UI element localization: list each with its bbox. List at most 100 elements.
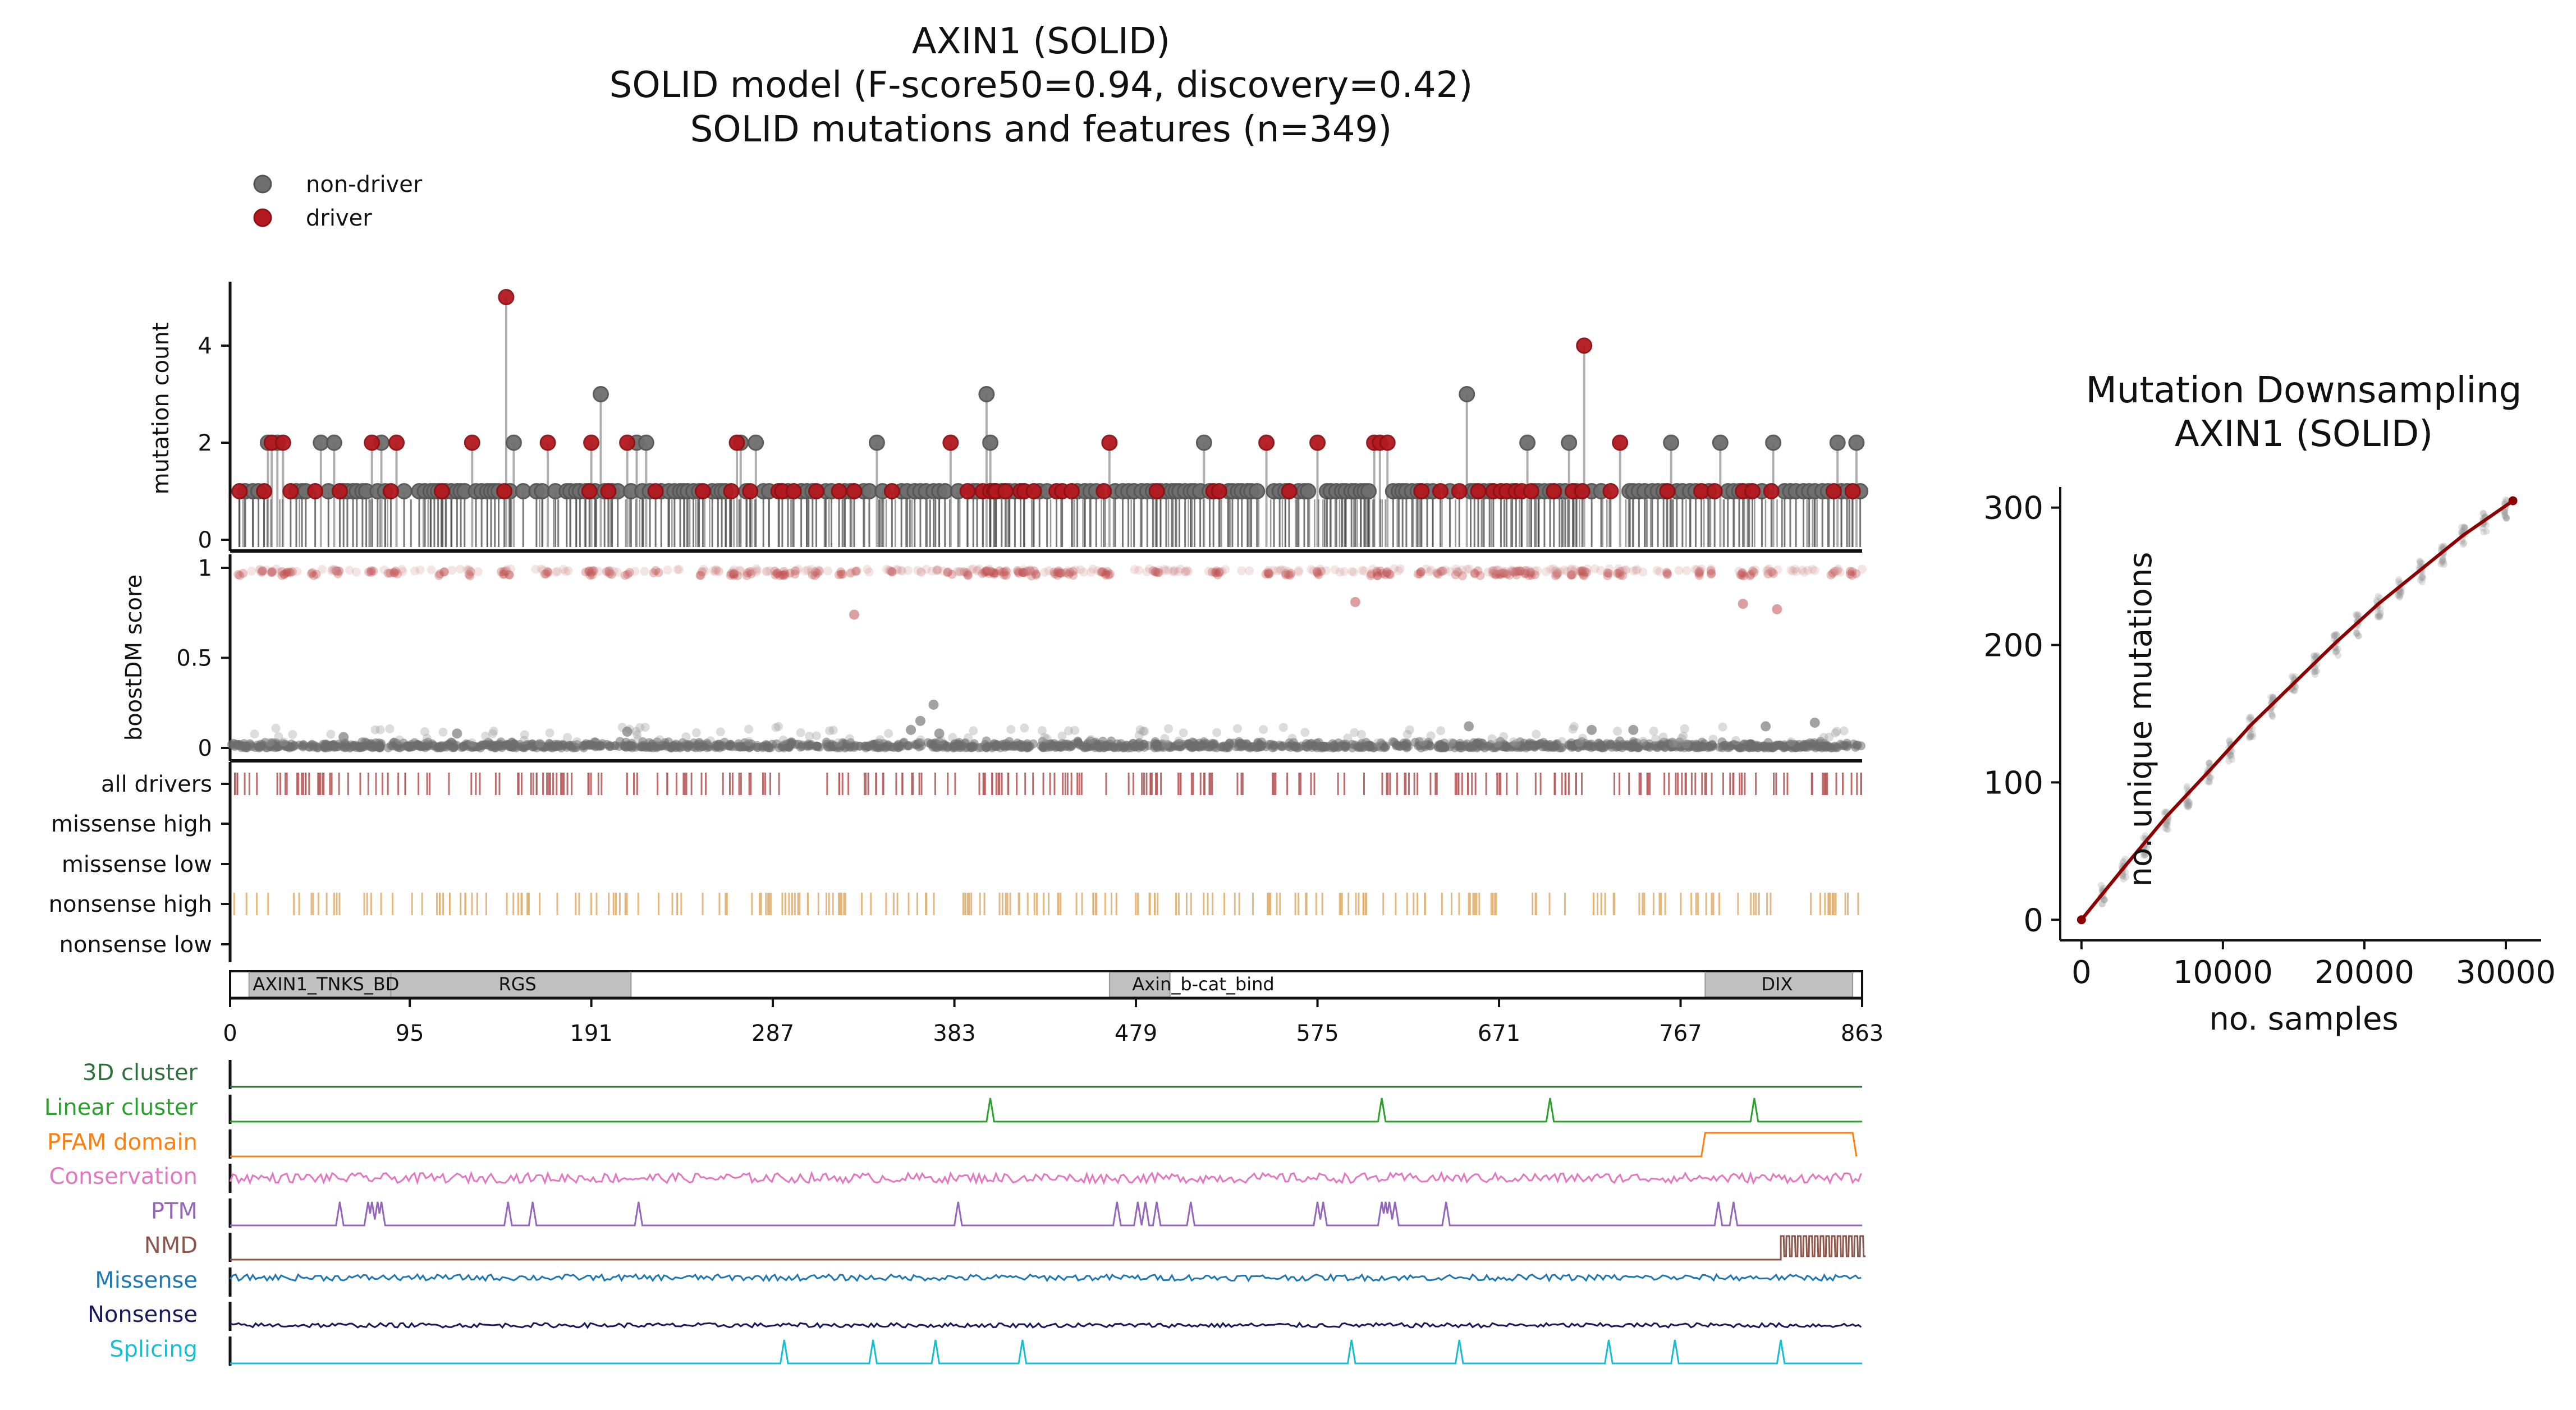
boostdm-driver-point (1590, 564, 1599, 573)
boostdm-driver-point (1851, 569, 1861, 578)
downsampling-replicate-point (2161, 824, 2169, 832)
lollipop-driver-point (496, 483, 513, 499)
boostdm-driver-point (651, 566, 661, 575)
boostdm-driver-point (1483, 567, 1493, 577)
downsampling-replicate-point (2269, 713, 2276, 720)
boostdm-driver-point (746, 569, 756, 578)
boostdm-driver-point (771, 570, 780, 580)
boostdm-nondriver-point (1084, 742, 1094, 751)
boostdm-driver-point (851, 567, 860, 576)
boostdm-driver-point (317, 564, 327, 574)
boostdm-driver-point (886, 566, 895, 576)
boostdm-driver-point (1001, 566, 1011, 576)
boostdm-nondriver-point (1577, 741, 1587, 751)
boostdm-y-tick-label: 1 (198, 555, 212, 581)
boostdm-driver-point (1579, 570, 1588, 580)
lollipop-driver-point (694, 483, 711, 499)
downsampling-replicate-point (2164, 826, 2171, 833)
downsampling-replicate-point (2185, 802, 2192, 810)
lollipop-driver-point (959, 483, 976, 499)
downsampling-replicate-point (2141, 852, 2148, 859)
boostdm-driver-point (1161, 566, 1170, 576)
lollipop-nondriver-point (638, 434, 654, 451)
boostdm-driver-point (712, 565, 721, 575)
lollipop-y-tick-label: 4 (198, 333, 212, 359)
boostdm-driver-point (1159, 564, 1169, 574)
lollipop-driver-point (1470, 483, 1487, 499)
downsampling-ylabel: no. unique mutations (2123, 552, 2159, 887)
boostdm-driver-point (1063, 566, 1072, 576)
main-title: AXIN1 (SOLID) SOLID model (F-score50=0.9… (609, 21, 1473, 150)
boostdm-driver-point (1153, 568, 1162, 577)
boostdm-driver-point (1055, 568, 1064, 577)
tracks-row-label: missense high (51, 811, 212, 837)
boostdm-nondriver-point (438, 727, 448, 737)
boostdm-nondriver-point (1160, 734, 1170, 743)
boostdm-nondriver-point (1532, 729, 1541, 739)
downsampling-replicate-point (2249, 730, 2256, 737)
boostdm-driver-point (735, 567, 745, 576)
boostdm-driver-point (1857, 564, 1867, 574)
boostdm-nondriver-point (1120, 742, 1130, 752)
lollipop-driver-point (942, 434, 959, 451)
lollipop-y-tick-label: 0 (198, 527, 212, 553)
boostdm-nondriver-point (1613, 742, 1622, 752)
boostdm-driver-point (502, 565, 511, 575)
boostdm-driver-point (753, 566, 762, 575)
boostdm-driver-point (1694, 571, 1704, 580)
boostdm-driver-point (1358, 566, 1367, 575)
boostdm-driver-point (956, 567, 966, 577)
boostdm-driver-point (1734, 567, 1744, 576)
lollipop-driver-point (1432, 483, 1449, 499)
boostdm-nondriver-point (1086, 735, 1096, 745)
lollipop-panel: 0 2 4 (198, 282, 1869, 553)
boostdm-driver-point (1738, 599, 1748, 609)
boostdm-nondriver-point (1649, 741, 1659, 751)
downsampling-replicate-point (2353, 629, 2360, 636)
boostdm-nondriver-point (633, 735, 643, 745)
boostdm-driver-point (864, 567, 874, 577)
boostdm-nondriver-point (588, 741, 598, 750)
boostdm-nondriver-point (1669, 738, 1678, 748)
boostdm-driver-point (1307, 564, 1316, 574)
boostdm-nondriver-point (374, 738, 384, 748)
lollipop-nondriver-point (1765, 434, 1782, 451)
boostdm-nondriver-point (683, 743, 693, 752)
downsampling-replicate-point (2268, 710, 2275, 718)
boostdm-driver-point (1170, 567, 1179, 576)
domain-x-tick-label: 287 (751, 1021, 794, 1046)
boostdm-driver-point (980, 568, 989, 577)
boostdm-driver-point (1454, 567, 1463, 577)
lollipop-nondriver-point (868, 434, 885, 451)
boostdm-driver-point (1763, 569, 1773, 578)
boostdm-nondriver-point (1133, 739, 1143, 748)
boostdm-driver-point (1520, 566, 1530, 576)
boostdm-driver-point (1069, 571, 1078, 580)
boostdm-driver-point (1417, 567, 1426, 577)
boostdm-driver-point (334, 566, 344, 576)
boostdm-driver-point (1470, 568, 1479, 578)
lollipop-driver-point (274, 434, 291, 451)
boostdm-nondriver-point (1547, 742, 1556, 752)
boostdm-nondriver-point (1212, 728, 1222, 737)
boostdm-driver-point (1372, 568, 1382, 577)
boostdm-driver-point (1694, 569, 1704, 578)
boostdm-driver-point (1464, 564, 1474, 573)
boostdm-driver-point (1553, 568, 1562, 578)
boostdm-panel: 00.51 (176, 554, 1867, 763)
feature-track-label: Splicing (109, 1336, 198, 1362)
boostdm-driver-point (803, 565, 812, 575)
boostdm-driver-point (1103, 567, 1112, 576)
boostdm-driver-point (974, 564, 984, 573)
boostdm-driver-point (1530, 566, 1539, 576)
boostdm-driver-point (808, 570, 817, 580)
downsampling-title-line-1: Mutation Downsampling (2086, 370, 2522, 411)
boostdm-nondriver-point (1164, 724, 1174, 733)
boostdm-nondriver-point (825, 726, 835, 736)
boostdm-nondriver-point (1663, 740, 1673, 749)
boostdm-driver-point (369, 566, 378, 576)
boostdm-nondriver-point (669, 741, 679, 750)
boostdm-driver-point (1176, 564, 1185, 574)
downsampling-replicate-point (2227, 751, 2234, 759)
